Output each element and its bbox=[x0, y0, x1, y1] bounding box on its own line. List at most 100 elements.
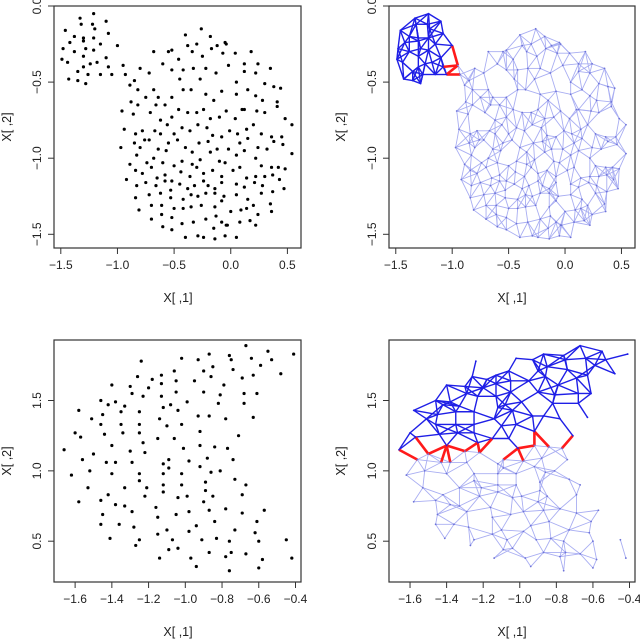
data-point bbox=[135, 153, 139, 157]
rest-edge bbox=[499, 174, 507, 182]
rest-edge bbox=[473, 194, 485, 211]
data-point bbox=[198, 77, 202, 81]
rest-edge bbox=[537, 236, 550, 240]
rest-edge bbox=[497, 459, 504, 465]
graph-node bbox=[440, 461, 443, 464]
graph-node bbox=[544, 375, 547, 378]
rest-edge bbox=[491, 174, 500, 179]
rest-edge bbox=[534, 151, 545, 161]
data-point bbox=[161, 490, 165, 494]
rest-edge bbox=[575, 109, 582, 130]
rest-edge bbox=[589, 148, 602, 159]
data-point bbox=[260, 98, 265, 102]
rest-edge bbox=[515, 484, 523, 497]
graph-node bbox=[467, 526, 470, 529]
rest-edge bbox=[525, 204, 536, 208]
rest-edge bbox=[501, 124, 509, 135]
data-point bbox=[81, 39, 86, 43]
y-tick-label: −1.0 bbox=[365, 146, 379, 170]
cluster-edge bbox=[544, 376, 556, 396]
graph-node bbox=[586, 374, 589, 377]
rest-edge bbox=[555, 162, 560, 177]
graph-node bbox=[555, 175, 557, 178]
cluster-edge bbox=[434, 43, 442, 59]
data-point bbox=[68, 40, 72, 45]
graph-node bbox=[493, 557, 496, 559]
cluster-edge bbox=[449, 401, 457, 413]
cluster-edge bbox=[495, 380, 511, 385]
data-point bbox=[197, 141, 201, 145]
rest-edge bbox=[485, 218, 498, 228]
data-point bbox=[279, 372, 283, 376]
graph-node bbox=[542, 551, 545, 554]
graph-node bbox=[531, 415, 534, 417]
rest-edge bbox=[542, 185, 550, 194]
cluster-edge bbox=[442, 404, 460, 407]
rest-edge bbox=[464, 450, 480, 454]
rest-edge bbox=[537, 170, 548, 182]
scatter-plot-top-left: −1.5 −1.0 −0.5 0.0 0.50.0−0.5−1.0−1.5 bbox=[30, 0, 302, 272]
data-point bbox=[192, 183, 197, 188]
graph-node bbox=[594, 164, 597, 167]
rest-edge bbox=[570, 194, 576, 211]
rest-edge bbox=[527, 68, 535, 80]
data-point bbox=[254, 174, 258, 179]
cluster-edge bbox=[417, 48, 422, 57]
data-point bbox=[263, 110, 267, 115]
rest-edge bbox=[523, 530, 537, 541]
graph-node bbox=[538, 489, 541, 492]
cluster-edge bbox=[482, 374, 497, 389]
rest-edge bbox=[555, 211, 566, 223]
graph-node bbox=[421, 486, 424, 489]
data-point bbox=[231, 367, 235, 372]
rest-edge bbox=[547, 228, 550, 239]
graph-node bbox=[401, 61, 404, 64]
rest-edge bbox=[539, 48, 547, 69]
rest-edge bbox=[472, 96, 481, 106]
data-point bbox=[196, 194, 200, 198]
graph-node bbox=[478, 495, 481, 498]
rest-edge bbox=[588, 182, 597, 187]
rest-edge bbox=[527, 55, 538, 69]
graph-node bbox=[557, 384, 560, 386]
rest-edge bbox=[483, 194, 487, 206]
cluster-edge bbox=[455, 424, 459, 434]
cluster-edge bbox=[457, 432, 479, 444]
cluster-edge bbox=[466, 376, 473, 394]
cluster-edge bbox=[512, 409, 533, 417]
rest-edge bbox=[544, 151, 555, 162]
rest-edge bbox=[534, 466, 555, 472]
data-point bbox=[240, 493, 244, 497]
graph-node bbox=[579, 344, 582, 347]
data-point bbox=[198, 465, 202, 469]
data-point bbox=[226, 63, 231, 67]
data-point bbox=[220, 89, 224, 93]
rest-edge bbox=[413, 499, 436, 503]
data-point bbox=[233, 477, 237, 481]
rest-edge bbox=[587, 205, 593, 215]
cluster-edge bbox=[493, 409, 513, 420]
data-point bbox=[207, 414, 211, 418]
rest-edge bbox=[562, 52, 570, 66]
cluster-edge bbox=[577, 402, 589, 418]
cut-edge bbox=[533, 430, 550, 448]
rest-edge bbox=[524, 167, 532, 177]
cluster-edge bbox=[439, 432, 458, 435]
data-point bbox=[102, 432, 107, 436]
graph-node bbox=[421, 73, 424, 76]
graph-node bbox=[491, 516, 494, 519]
cluster-edge bbox=[594, 364, 616, 375]
rest-edge bbox=[490, 491, 499, 508]
graph-node bbox=[474, 360, 477, 363]
data-point bbox=[130, 510, 134, 514]
graph-node bbox=[445, 73, 448, 76]
rest-edge bbox=[581, 72, 591, 90]
rest-edge bbox=[472, 104, 486, 113]
data-point bbox=[92, 36, 96, 40]
data-point bbox=[259, 191, 263, 195]
rest-edge bbox=[596, 176, 600, 186]
graph-node bbox=[494, 132, 496, 135]
data-point bbox=[271, 173, 275, 177]
rest-edge bbox=[555, 169, 568, 177]
cluster-edge bbox=[412, 66, 419, 81]
